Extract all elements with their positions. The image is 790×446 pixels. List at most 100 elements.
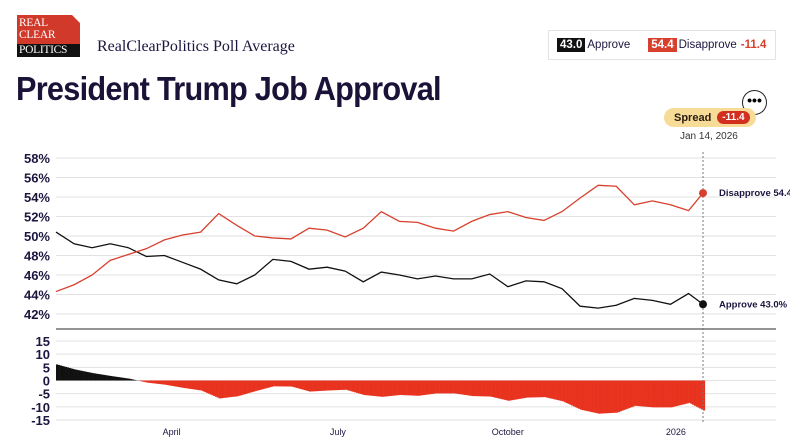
spread-bar [323,380,326,391]
spread-bar [140,380,144,382]
spread-bar [218,380,221,399]
spread-bar [310,380,313,392]
spread-bar [121,377,124,381]
spread-bar [77,370,80,381]
spread-bar [500,380,503,400]
spread-bar [589,380,592,412]
spread-bar [211,380,214,396]
disapprove-label: Disapprove [678,39,737,51]
spread-bar [175,380,178,387]
spread-bar [327,380,330,391]
spread-bar [357,380,360,394]
spread-bar [269,380,272,388]
spread-bar [540,380,543,398]
spread-bar [388,380,391,397]
y-tick-label: 48% [24,249,50,264]
spread-bar [381,380,384,397]
spread-y-tick-label: 15 [36,334,50,349]
spread-bar [699,380,702,409]
spread-bar [343,380,346,390]
spread-value: -11.4 [717,111,750,124]
spread-bar [524,380,527,398]
spread-bar [630,380,633,408]
spread-bar [361,380,364,395]
spread-bar [426,380,429,395]
spread-bar [289,380,292,387]
spread-bar [646,380,650,407]
spread-bar [683,380,686,405]
spread-bar [318,380,321,392]
spread-bar [449,380,453,394]
spread-bar [249,380,252,393]
approve-line [55,231,704,309]
approve-end-label: Approve 43.0% [719,299,788,310]
spread-bar [618,380,621,412]
spread-bar [242,380,245,395]
spread-bar [126,378,129,381]
spread-bar [146,380,149,383]
spread-bar [677,380,680,406]
spread-bar [195,380,198,390]
spread-bar [428,380,431,395]
spread-bar [419,380,422,396]
rcp-logo[interactable]: REAL CLEAR POLITICS [17,15,80,57]
spread-bar [160,380,163,385]
spread-bar [393,380,397,396]
spread-bar [487,380,491,397]
spread-bar [298,380,301,389]
spread-bar [65,366,68,381]
spread-bar [99,374,102,381]
spread-bar [283,380,286,387]
spread-bar [166,380,169,386]
spread-bar [534,380,538,398]
spread-bar [142,380,145,382]
spread-bar [309,380,312,392]
spread-bar [57,364,60,381]
spread-bar [262,380,265,390]
spread-bar [607,380,610,414]
spread-bar [628,380,632,408]
spread-bar [672,380,675,407]
spread-bar [187,380,191,389]
spread-bar [267,380,270,388]
spread-bar [598,380,601,414]
spread-bar [75,369,78,381]
spread-bar [701,380,704,410]
spread-bar [225,380,228,398]
spread-bar [580,380,583,410]
spread-bar [124,378,127,381]
spread-bar [256,380,259,391]
spread-bar [189,380,192,389]
spread-bar [86,372,89,381]
spread-bar [609,380,612,414]
spread-bar [102,374,106,381]
spread-bar [542,380,545,398]
spread-bar [79,370,82,381]
spread-bar [220,380,223,399]
spread-bar [375,380,378,397]
spread-bar [695,380,698,407]
spread-bar [112,376,115,381]
spread-bar [390,380,393,396]
spread-bar [417,380,420,396]
approve-end-point [699,300,707,309]
spread-bar [549,380,552,399]
spread-bar [231,380,234,397]
spread-bar [605,380,608,414]
spread-bar [616,380,619,413]
spread-bar [359,380,362,394]
spread-bar [404,380,407,396]
spread-bar [531,380,534,398]
spread-bar [271,380,274,387]
spread-bar [578,380,581,409]
spread-bar [634,380,637,406]
spread-bar [431,380,435,394]
ellipsis-icon: ••• [747,92,762,108]
spread-bar [128,378,131,381]
spread-bar [697,380,700,408]
legend: 43.0 Approve 54.4 Disapprove -11.4 [548,30,776,60]
spread-bar [227,380,230,398]
spread-bar [178,380,182,388]
spread-y-tick-label: -5 [38,387,50,402]
